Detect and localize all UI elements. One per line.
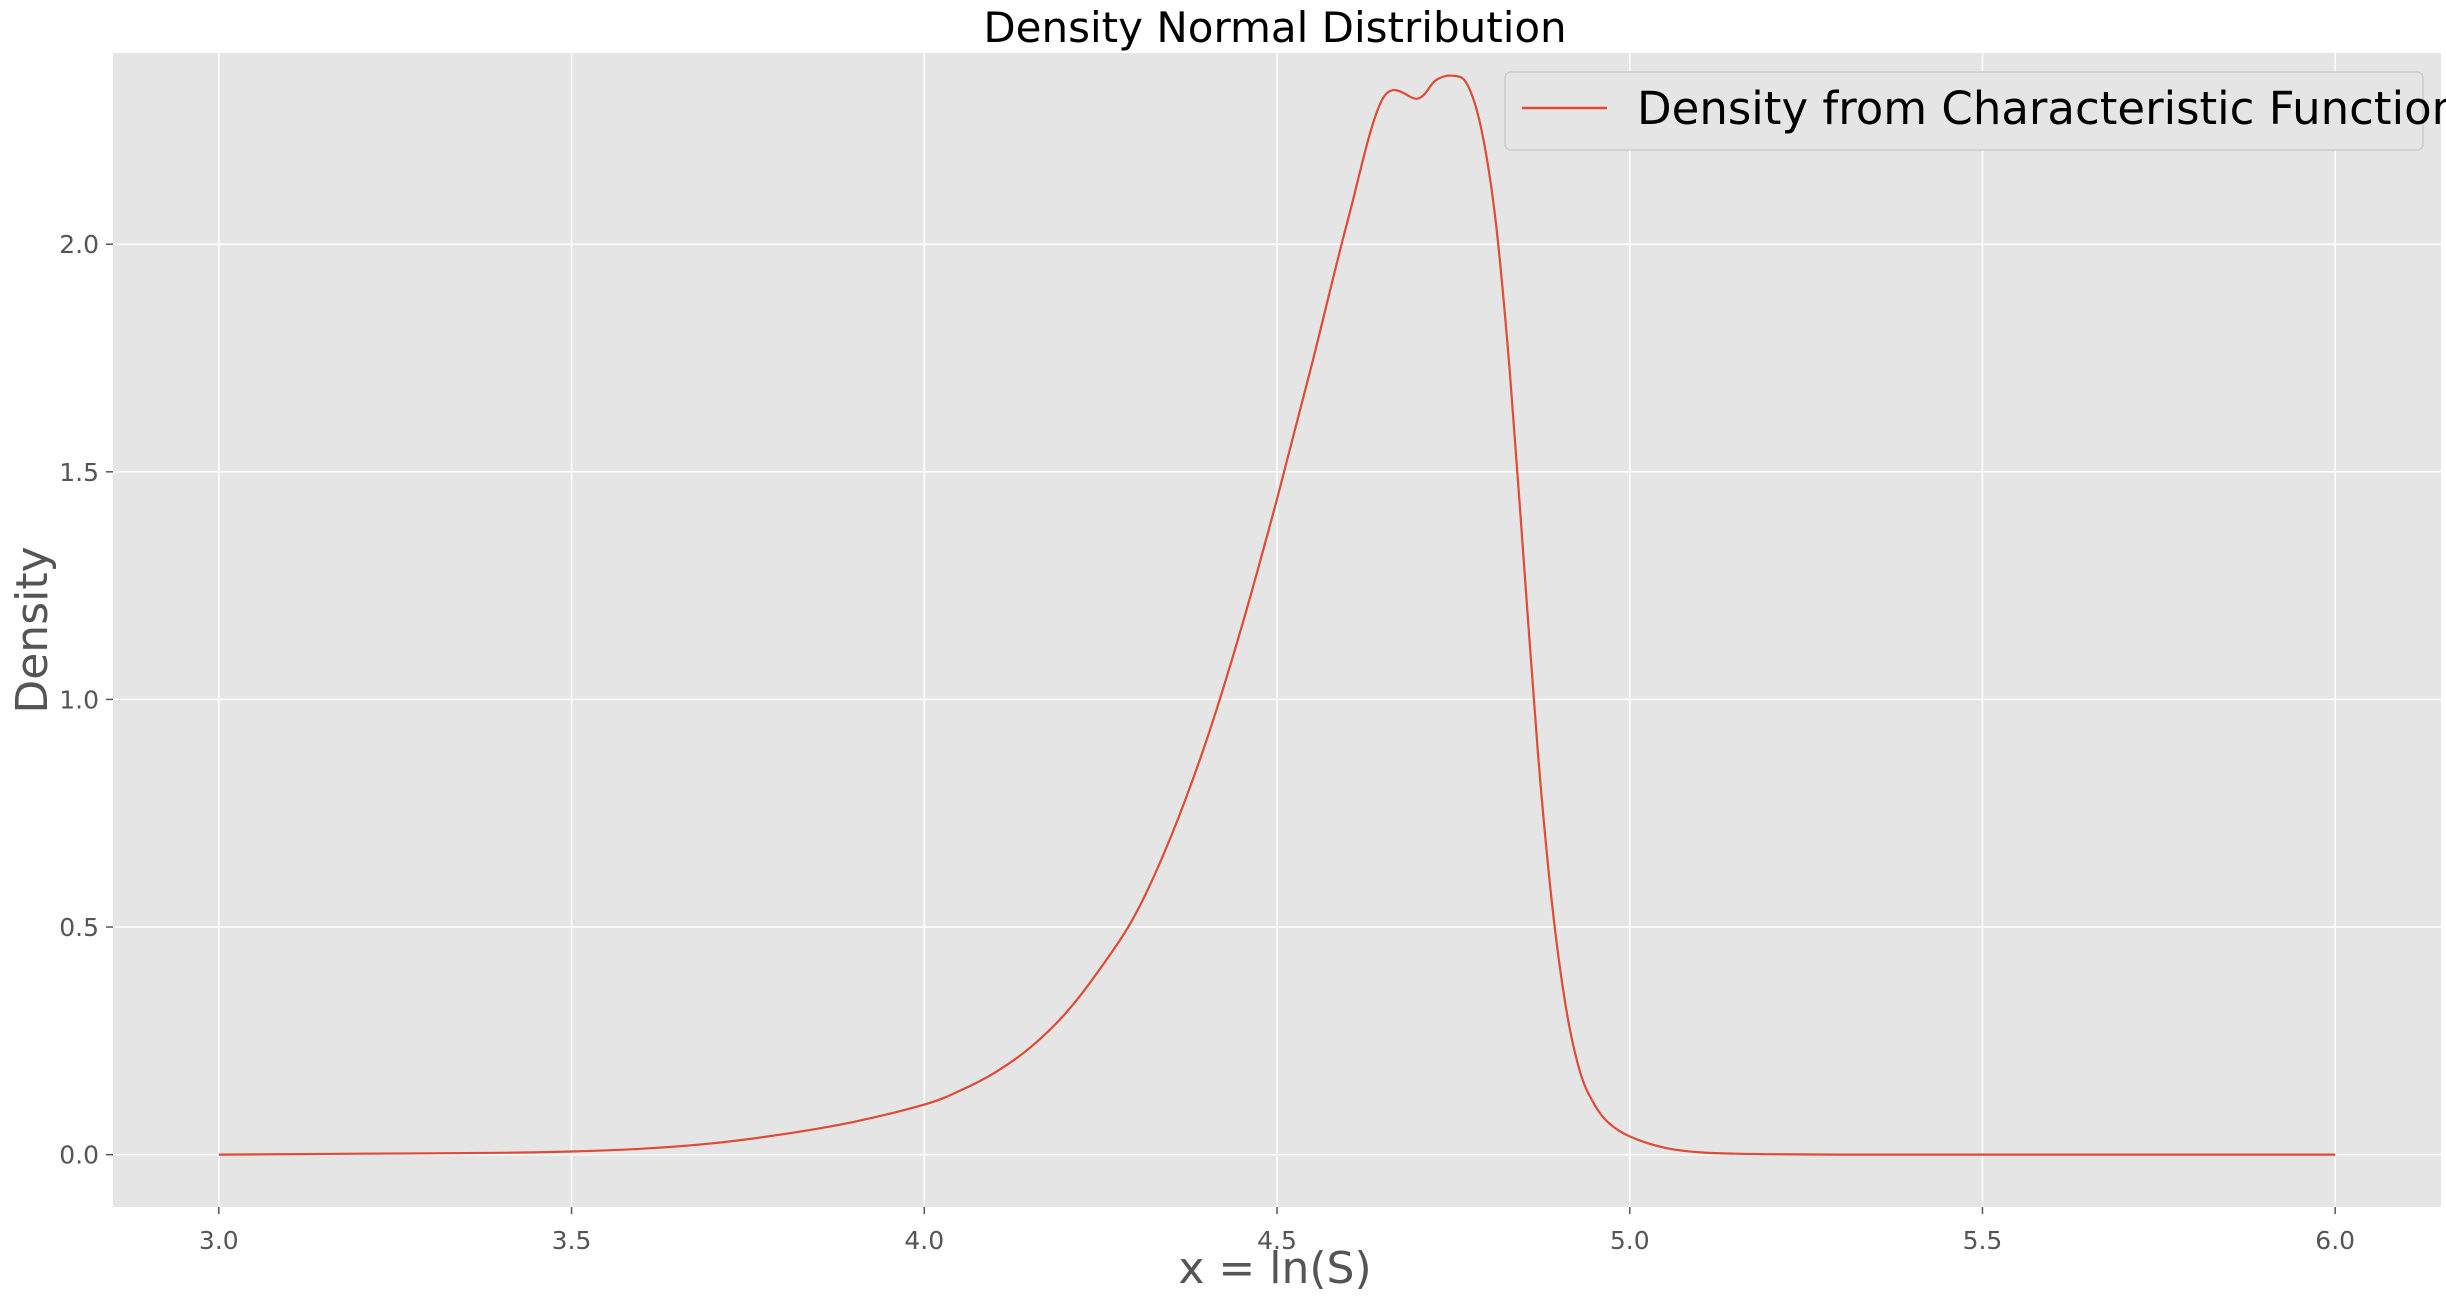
x-tick-label: 5.0 (1610, 1226, 1650, 1255)
x-axis-label: x = ln(S) (1178, 1243, 1371, 1294)
y-tick-label: 0.5 (59, 913, 99, 942)
y-tick-label: 2.0 (59, 230, 99, 259)
density-curve-line (218, 74, 2336, 1156)
y-tick-label: 1.5 (59, 458, 99, 487)
x-axis-ticks: 3.0 3.5 4.0 4.5 5.0 5.5 6.0 (199, 1207, 2355, 1255)
chart-title: Density Normal Distribution (983, 3, 1566, 52)
grid-lines (113, 53, 2441, 1207)
x-tick-label: 3.0 (199, 1226, 239, 1255)
legend: Density from Characteristic Function (1504, 71, 2446, 151)
legend-label: Density from Characteristic Function (1637, 82, 2446, 135)
x-tick-label: 5.5 (1963, 1226, 2003, 1255)
series-layer (218, 74, 2336, 1156)
y-axis-label: Density (7, 546, 58, 713)
x-tick-label: 4.0 (904, 1226, 944, 1255)
x-tick-label: 6.0 (2315, 1226, 2355, 1255)
legend-box (1504, 71, 2424, 151)
y-axis-ticks: 0.0 0.5 1.0 1.5 2.0 (59, 230, 113, 1170)
y-tick-label: 0.0 (59, 1141, 99, 1170)
y-tick-label: 1.0 (59, 685, 99, 714)
x-tick-label: 4.5 (1257, 1226, 1297, 1255)
x-tick-label: 3.5 (552, 1226, 592, 1255)
